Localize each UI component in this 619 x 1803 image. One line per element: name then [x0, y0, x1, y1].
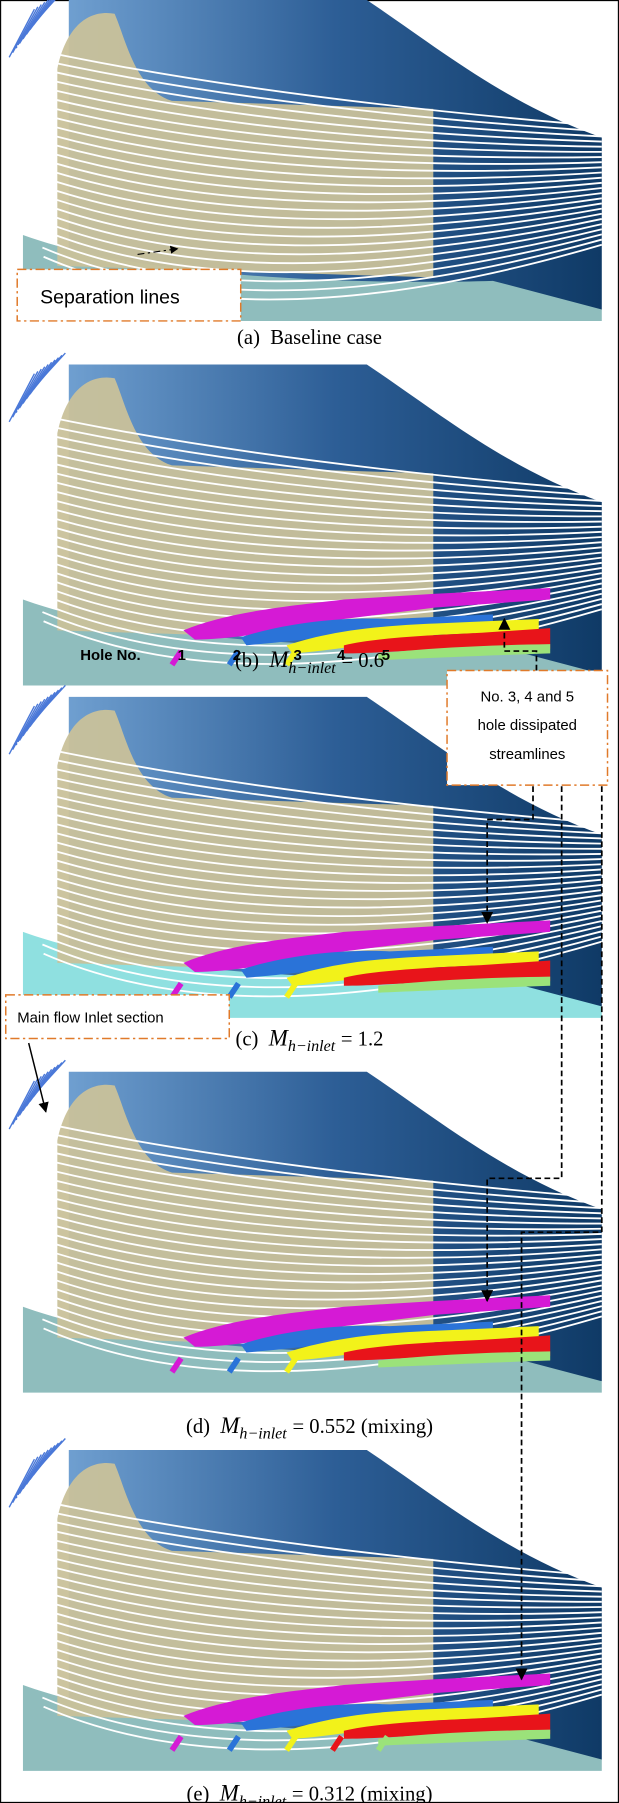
caption-value: = 0.6	[341, 650, 384, 672]
inlet-hatch	[9, 1459, 34, 1507]
caption-value: = 0.552 (mixing)	[292, 1416, 433, 1438]
inlet-hatch	[16, 369, 41, 413]
annotation: Separation lines	[40, 287, 180, 309]
caption-symbol: M	[268, 647, 290, 672]
hole-number: 3	[293, 648, 301, 664]
caption: (a) Baseline case	[237, 327, 382, 349]
hole-number: 5	[382, 648, 390, 664]
caption-value: = 0.312 (mixing)	[292, 1784, 433, 1803]
inlet-hatch	[16, 701, 41, 745]
caption-label: (c)	[236, 1028, 259, 1050]
caption-space	[258, 1028, 268, 1050]
panel	[9, 1060, 602, 1392]
caption-text: Baseline case	[270, 327, 382, 349]
caption-subscript: h−inlet	[239, 1793, 287, 1803]
hole-number: 2	[233, 648, 241, 664]
caption-symbol: M	[268, 1025, 290, 1050]
caption-symbol: M	[219, 1781, 241, 1803]
hole-number: 1	[178, 648, 186, 664]
inlet-hatch	[13, 704, 38, 750]
caption-subscript: h−inlet	[288, 1038, 336, 1055]
annotation: streamlines	[489, 747, 565, 763]
figure: (a) Baseline case(b) Mh−inlet= 0.6(c) Mh…	[0, 0, 619, 1803]
inlet-hatch	[9, 374, 34, 422]
annotation: hole dissipated	[478, 718, 577, 734]
hole-label: Hole No.	[80, 648, 140, 664]
panel	[9, 1439, 602, 1771]
annotation: Main flow Inlet section	[17, 1010, 164, 1026]
panel	[9, 353, 602, 685]
inlet-hatch	[9, 1081, 34, 1129]
caption: (c) Mh−inlet = 1.2	[236, 1025, 384, 1055]
caption-symbol: M	[219, 1413, 241, 1438]
inlet-hatch	[13, 371, 38, 417]
inlet-hatch	[16, 1076, 41, 1120]
inlet-hatch	[9, 9, 34, 57]
caption-space	[260, 327, 270, 349]
inlet-hatch	[13, 1079, 38, 1125]
hole-number: 4	[337, 648, 346, 664]
inlet-hatch	[9, 706, 34, 754]
caption: (e) Mh−inlet = 0.312 (mixing)	[187, 1781, 433, 1803]
inlet-hatch	[13, 7, 38, 53]
caption-space	[259, 650, 269, 672]
caption-value: = 1.2	[341, 1028, 384, 1050]
annotation: No. 3, 4 and 5	[481, 689, 575, 705]
inlet-hatch	[13, 1457, 38, 1503]
inlet-hatch	[16, 5, 41, 49]
caption: (d) Mh−inlet = 0.552 (mixing)	[186, 1413, 433, 1443]
caption-label: (a)	[237, 327, 260, 349]
caption-subscript: h−inlet	[239, 1426, 287, 1443]
caption-label: (e)	[187, 1784, 210, 1803]
caption-space	[210, 1416, 220, 1438]
caption-space	[209, 1784, 219, 1803]
inlet-hatch	[16, 1455, 41, 1499]
caption-label: (d)	[186, 1416, 210, 1438]
